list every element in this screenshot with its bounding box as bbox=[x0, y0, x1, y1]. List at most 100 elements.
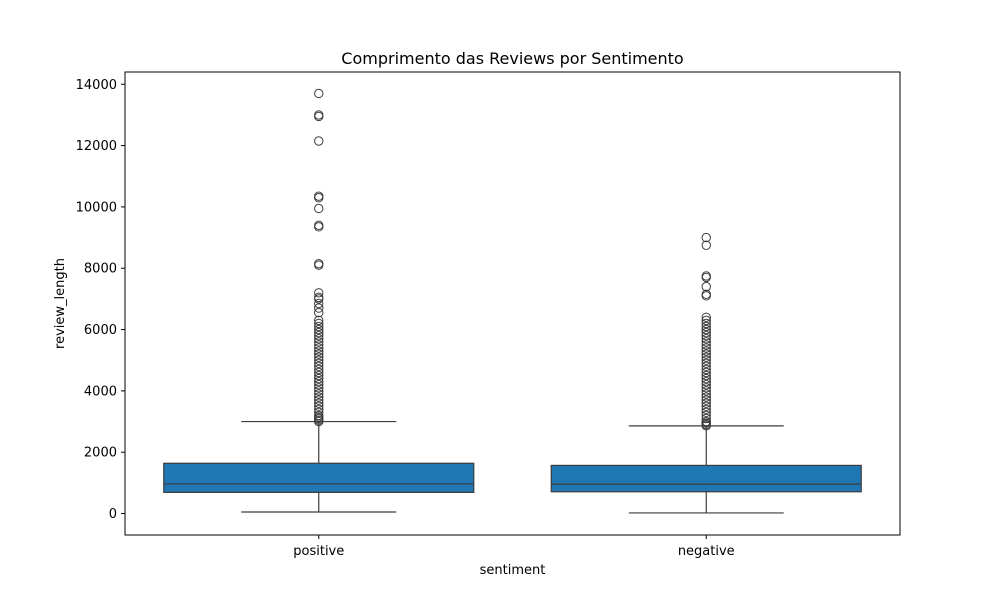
outlier-point bbox=[701, 352, 711, 362]
outlier-point bbox=[314, 380, 324, 390]
x-tick-label: negative bbox=[678, 544, 735, 559]
outlier-point bbox=[701, 346, 711, 356]
outlier-point bbox=[314, 367, 324, 378]
y-tick-label: 12000 bbox=[76, 139, 117, 154]
outlier-point bbox=[701, 337, 711, 347]
outlier-point bbox=[701, 343, 711, 353]
x-axis: positive negative bbox=[293, 535, 735, 559]
outlier-point bbox=[314, 349, 324, 359]
outlier-point bbox=[701, 361, 711, 372]
outlier-point bbox=[701, 330, 711, 341]
outlier-point bbox=[314, 389, 324, 399]
outlier-point bbox=[314, 407, 324, 418]
outlier-point bbox=[314, 404, 324, 414]
x-axis-label: sentiment bbox=[480, 563, 546, 578]
outlier-point bbox=[314, 298, 324, 309]
box-group-positive bbox=[163, 88, 475, 513]
outlier-point bbox=[314, 386, 324, 396]
y-tick-label: 8000 bbox=[84, 262, 117, 277]
plot-frame bbox=[124, 71, 901, 536]
outlier-point bbox=[314, 203, 324, 214]
plot-area bbox=[163, 88, 862, 514]
outlier-point bbox=[701, 401, 711, 411]
outlier-point bbox=[314, 392, 324, 402]
outlier-point bbox=[701, 321, 711, 332]
outlier-point bbox=[701, 281, 711, 292]
outlier-point bbox=[314, 343, 324, 353]
outlier-point bbox=[314, 370, 324, 381]
outlier-point bbox=[701, 386, 711, 396]
chart-title: Comprimento das Reviews por Sentimento bbox=[341, 49, 683, 68]
y-axis-label: review_length bbox=[53, 258, 68, 349]
outlier-point bbox=[701, 327, 711, 338]
outlier-point bbox=[314, 337, 324, 347]
outlier-point bbox=[314, 373, 324, 384]
outlier-point bbox=[314, 292, 324, 303]
y-tick-label: 6000 bbox=[84, 323, 117, 338]
outlier-point bbox=[701, 410, 711, 421]
y-tick-label: 4000 bbox=[84, 384, 117, 399]
outlier-point bbox=[701, 416, 711, 427]
outlier-point bbox=[314, 330, 324, 341]
outlier-point bbox=[314, 191, 324, 201]
outlier-point bbox=[701, 373, 711, 384]
outlier-point bbox=[701, 367, 711, 378]
box-iqr bbox=[550, 464, 862, 493]
outlier-point bbox=[314, 258, 324, 269]
outlier-point bbox=[701, 289, 711, 300]
outlier-point bbox=[314, 307, 324, 318]
x-tick-label: positive bbox=[293, 544, 344, 559]
outlier-point bbox=[701, 358, 711, 368]
outlier-point bbox=[701, 271, 711, 281]
y-tick-label: 10000 bbox=[76, 200, 117, 215]
outlier-point bbox=[314, 410, 324, 421]
outlier-point bbox=[314, 395, 324, 405]
outlier-point bbox=[314, 340, 324, 350]
outlier-point bbox=[701, 380, 711, 390]
outlier-point bbox=[314, 334, 324, 344]
outlier-point bbox=[314, 136, 324, 146]
outlier-point bbox=[314, 364, 324, 375]
outlier-point bbox=[701, 370, 711, 381]
outlier-point bbox=[701, 364, 711, 375]
outlier-point bbox=[314, 401, 324, 411]
outlier-point bbox=[701, 318, 711, 329]
outlier-point bbox=[314, 327, 324, 338]
outlier-point bbox=[314, 303, 324, 313]
y-tick-label: 14000 bbox=[76, 78, 117, 93]
outlier-point bbox=[701, 383, 711, 393]
outlier-point bbox=[314, 352, 324, 362]
outlier-point bbox=[701, 355, 711, 365]
outlier-point bbox=[314, 315, 324, 326]
outlier-point bbox=[701, 312, 711, 322]
outlier-point bbox=[314, 220, 324, 231]
outlier-point bbox=[314, 88, 324, 99]
box-iqr bbox=[163, 462, 475, 493]
outlier-point bbox=[701, 315, 711, 326]
outlier-point bbox=[701, 392, 711, 402]
outlier-point bbox=[701, 324, 711, 335]
outlier-point bbox=[701, 404, 711, 414]
outlier-point bbox=[701, 395, 711, 405]
y-axis: 0 2000 4000 6000 8000 10000 12000 14000 bbox=[76, 78, 125, 522]
outlier-point bbox=[314, 358, 324, 368]
outlier-point bbox=[314, 288, 324, 298]
outlier-point bbox=[314, 383, 324, 393]
outlier-point bbox=[314, 110, 324, 120]
outlier-point bbox=[701, 334, 711, 344]
outlier-point bbox=[314, 321, 324, 332]
outlier-point bbox=[701, 376, 711, 387]
outlier-point bbox=[314, 346, 324, 356]
outlier-point bbox=[701, 232, 711, 243]
outlier-point bbox=[314, 361, 324, 372]
outlier-point bbox=[701, 413, 711, 424]
outlier-point bbox=[314, 355, 324, 365]
outlier-point bbox=[701, 407, 711, 418]
y-tick-label: 0 bbox=[109, 507, 117, 522]
outlier-point bbox=[314, 398, 324, 408]
y-tick-label: 2000 bbox=[84, 446, 117, 461]
outlier-point bbox=[701, 389, 711, 399]
outlier-point bbox=[314, 324, 324, 335]
outlier-point bbox=[314, 318, 324, 329]
